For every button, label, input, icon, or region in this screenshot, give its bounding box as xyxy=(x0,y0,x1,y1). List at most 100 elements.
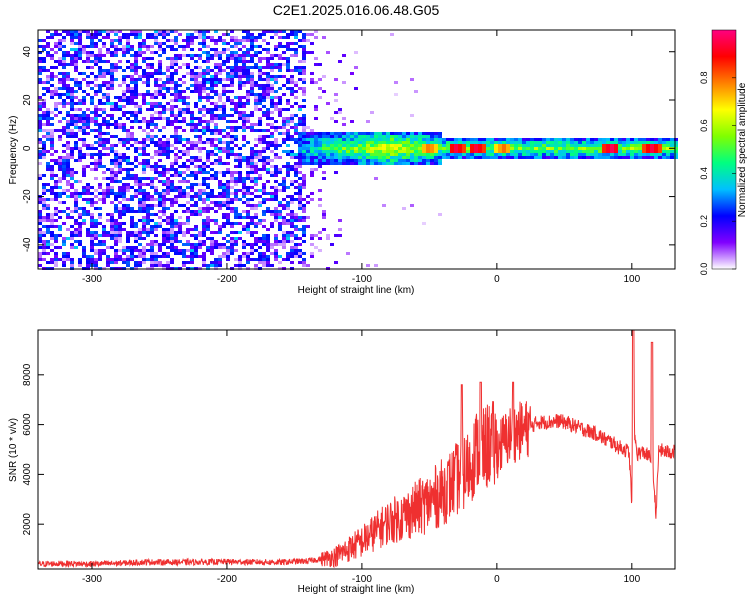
spectrogram-cell xyxy=(210,246,214,249)
spectrogram-cell xyxy=(250,249,254,252)
spectrogram-cell xyxy=(358,162,362,165)
spectrogram-cell xyxy=(154,255,158,258)
spectrogram-cell xyxy=(258,99,262,102)
spectrogram-cell xyxy=(126,39,130,42)
spectrogram-cell xyxy=(194,123,198,126)
spectrogram-cell xyxy=(302,57,306,60)
spectrogram-cell xyxy=(186,123,190,126)
spectrogram-cell xyxy=(162,87,166,90)
spectrogram-cell xyxy=(122,36,126,39)
spectrogram-cell xyxy=(94,63,98,66)
spectrogram-cell xyxy=(202,252,206,255)
spectrogram-cell xyxy=(550,156,554,159)
spectrogram-cell xyxy=(66,129,70,132)
spectrogram-cell xyxy=(290,249,294,252)
spectrogram-cell xyxy=(462,141,466,144)
spectrogram-cell xyxy=(330,135,334,138)
spectrogram-cell xyxy=(110,201,114,204)
spectrogram-cell xyxy=(174,186,178,189)
spectrogram-cell xyxy=(98,102,102,105)
spectrogram-cell xyxy=(150,105,154,108)
spectrogram-cell xyxy=(146,228,150,231)
spectrogram-cell xyxy=(122,129,126,132)
spectrogram-cell xyxy=(190,90,194,93)
spectrogram-cell xyxy=(462,147,466,150)
spectrogram-cell xyxy=(582,138,586,141)
spectrogram-cell xyxy=(566,141,570,144)
spectrogram-cell xyxy=(562,150,566,153)
spectrogram-cell xyxy=(302,45,306,48)
spectrogram-cell xyxy=(210,144,214,147)
spectrogram-cell xyxy=(282,132,286,135)
spectrogram-cell xyxy=(278,213,282,216)
spectrogram-cell xyxy=(206,99,210,102)
spectrogram-cell xyxy=(86,93,90,96)
spectrogram-cell xyxy=(106,120,110,123)
spectrogram-cell xyxy=(278,45,282,48)
spectrogram-cell xyxy=(146,93,150,96)
spectrogram-cell xyxy=(674,156,678,159)
spectrogram-cell xyxy=(158,225,162,228)
spectrogram-cell xyxy=(102,54,106,57)
spectrogram-cell xyxy=(274,213,278,216)
spectrogram-cell xyxy=(230,237,234,240)
spectrogram-cell xyxy=(286,174,290,177)
spectrogram-cell xyxy=(238,126,242,129)
spectrogram-cell xyxy=(210,243,214,246)
spectrogram-cell xyxy=(262,243,266,246)
spectrogram-cell xyxy=(102,192,106,195)
spectrogram-cell xyxy=(106,51,110,54)
spectrogram-cell xyxy=(650,147,654,150)
spectrogram-cell xyxy=(246,93,250,96)
spectrogram-cell xyxy=(234,45,238,48)
spectrogram-cell xyxy=(290,255,294,258)
spectrogram-cell xyxy=(210,174,214,177)
spectrogram-cell xyxy=(50,198,54,201)
spectrogram-cell xyxy=(674,144,678,147)
spectrogram-cell xyxy=(46,129,50,132)
spectrogram-cell xyxy=(142,225,146,228)
spectrogram-cell xyxy=(294,69,298,72)
spectrogram-cell xyxy=(406,162,410,165)
spectrogram-cell xyxy=(218,57,222,60)
spectrogram-cell xyxy=(286,144,290,147)
spectrogram-cell xyxy=(198,246,202,249)
spectrogram-cell xyxy=(142,201,146,204)
spectrogram-cell xyxy=(338,60,342,63)
spectrogram-cell xyxy=(54,258,58,261)
spectrogram-cell xyxy=(266,156,270,159)
spectrogram-cell xyxy=(618,144,622,147)
spectrogram-cell xyxy=(98,123,102,126)
spectrogram-cell xyxy=(322,153,326,156)
spectrogram-cell xyxy=(218,180,222,183)
spectrogram-cell xyxy=(286,255,290,258)
spectrogram-cell xyxy=(222,222,226,225)
spectrogram-cell xyxy=(402,159,406,162)
spectrogram-cell xyxy=(606,147,610,150)
spectrogram-cell xyxy=(94,234,98,237)
spectrogram-cell xyxy=(186,96,190,99)
spectrogram-cell xyxy=(126,261,130,264)
spectrogram-cell xyxy=(78,159,82,162)
spectrogram-cell xyxy=(78,36,82,39)
spectrogram-cell xyxy=(46,225,50,228)
spectrogram-cell xyxy=(302,123,306,126)
spectrogram-cell xyxy=(50,54,54,57)
spectrogram-cell xyxy=(310,237,314,240)
colorbar-ticks: 0.00.20.40.60.8 xyxy=(699,72,736,275)
spectrogram-cell xyxy=(122,93,126,96)
spectrogram-cell xyxy=(422,132,426,135)
spectrogram-cell xyxy=(514,147,518,150)
colorbar-gradient xyxy=(711,29,737,270)
spectrogram-cell xyxy=(274,105,278,108)
spectrogram-cell xyxy=(306,159,310,162)
spectrogram-cell xyxy=(246,99,250,102)
spectrogram-cell xyxy=(246,30,250,33)
spectrogram-cell xyxy=(574,138,578,141)
spectrogram-cell xyxy=(118,123,122,126)
spectrogram-cell xyxy=(158,117,162,120)
spectrogram-cell xyxy=(174,69,178,72)
spectrogram-cell xyxy=(86,144,90,147)
spectrogram-cell xyxy=(242,60,246,63)
